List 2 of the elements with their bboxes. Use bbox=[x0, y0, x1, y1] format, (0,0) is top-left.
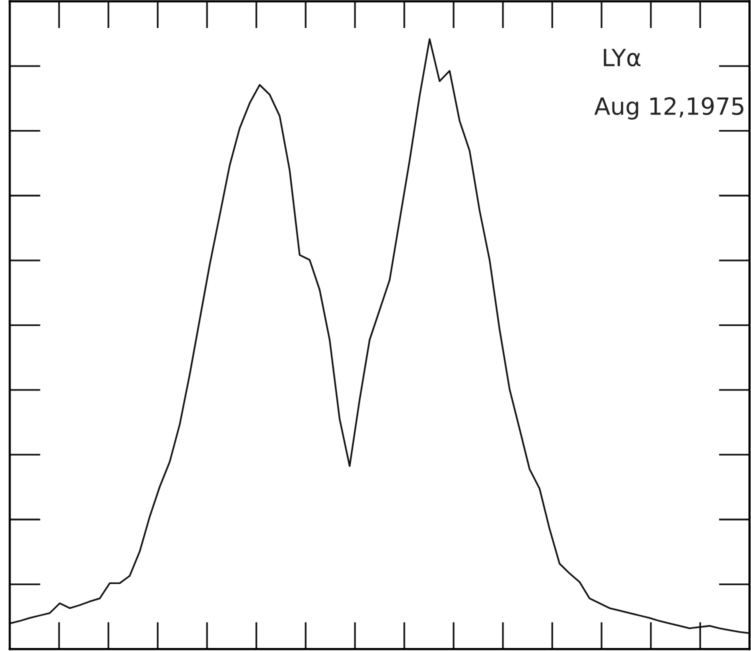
annotation: LYα bbox=[604, 48, 640, 66]
annotation: Aug 12,1975 bbox=[594, 97, 744, 120]
